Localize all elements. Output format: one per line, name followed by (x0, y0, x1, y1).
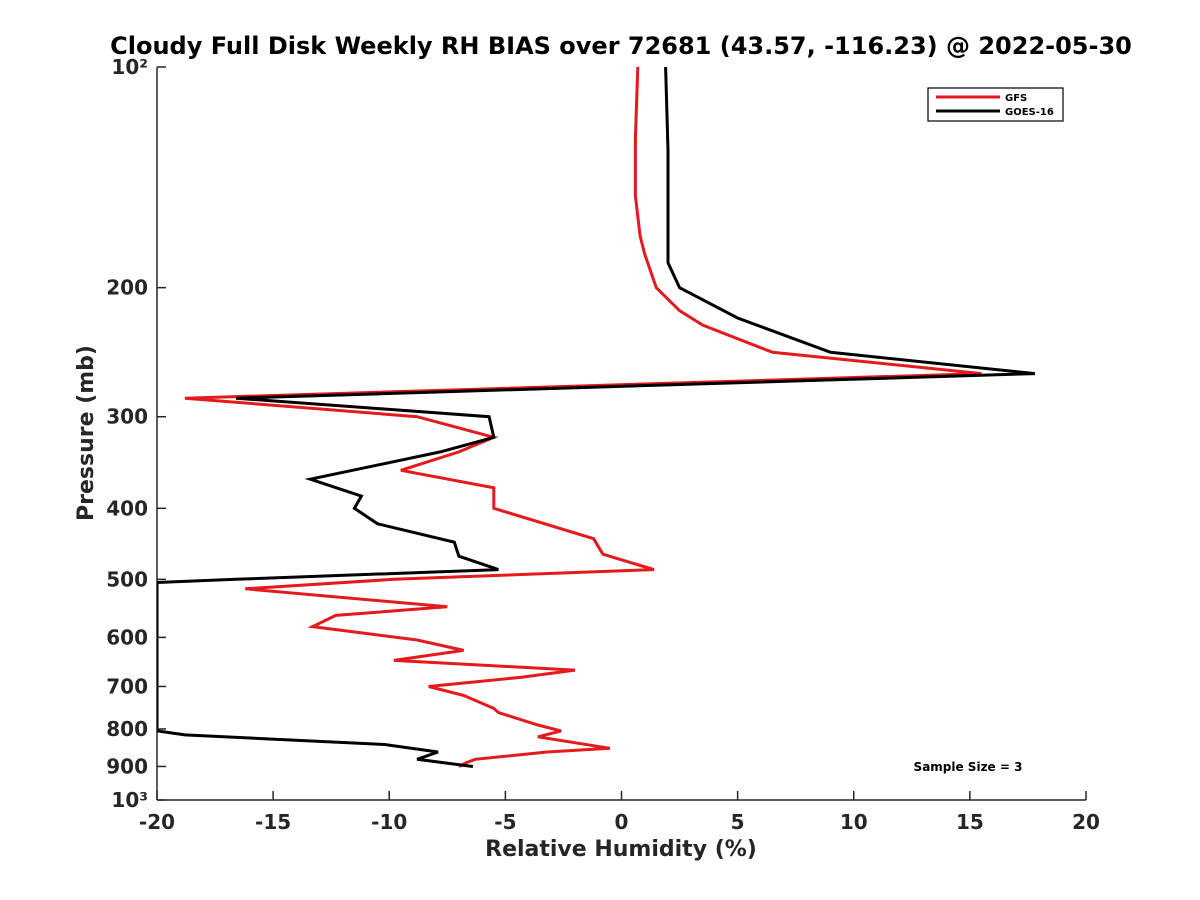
plot-frame (156, 67, 1086, 801)
x-tick-label: 0 (615, 810, 629, 834)
y-tick-label: 900 (106, 754, 148, 778)
series-line-gfs (184, 67, 982, 768)
legend-label-gfs: GFS (1005, 93, 1027, 104)
y-tick-label: 500 (106, 567, 148, 591)
y-tick-label: 700 (106, 674, 148, 698)
y-tick-label: 600 (106, 625, 148, 649)
y-axis-ticks: 10² 200 300 400 500 600 700 800 900 10³ (106, 55, 166, 812)
chart-title: Cloudy Full Disk Weekly RH BIAS over 726… (110, 32, 1132, 60)
x-tick-label: -10 (371, 810, 407, 834)
x-tick-label: -15 (255, 810, 291, 834)
x-tick-label: 20 (1072, 810, 1100, 834)
x-tick-label: 10 (840, 810, 868, 834)
y-tick-label: 10² (111, 55, 148, 79)
legend-box (927, 87, 1064, 122)
x-tick-label: -5 (494, 810, 516, 834)
series-line-goes16 (157, 67, 1036, 768)
y-tick-label: 10³ (111, 788, 148, 812)
sample-size-annotation: Sample Size = 3 (914, 760, 1023, 774)
x-tick-label: 5 (731, 810, 745, 834)
x-tick-label: 15 (956, 810, 984, 834)
x-axis-label: Relative Humidity (%) (485, 837, 757, 862)
legend: GFS GOES-16 (927, 87, 1064, 122)
y-tick-label: 200 (106, 276, 148, 300)
legend-label-goes16: GOES-16 (1005, 107, 1054, 118)
y-axis-label: Pressure (mb) (74, 345, 99, 521)
x-axis-ticks: -20 -15 -10 -5 0 5 10 15 20 (139, 791, 1100, 834)
y-tick-label: 800 (106, 717, 148, 741)
series-layer (157, 67, 1036, 768)
y-tick-label: 400 (106, 496, 148, 520)
x-tick-label: -20 (139, 810, 175, 834)
y-tick-label: 300 (106, 405, 148, 429)
